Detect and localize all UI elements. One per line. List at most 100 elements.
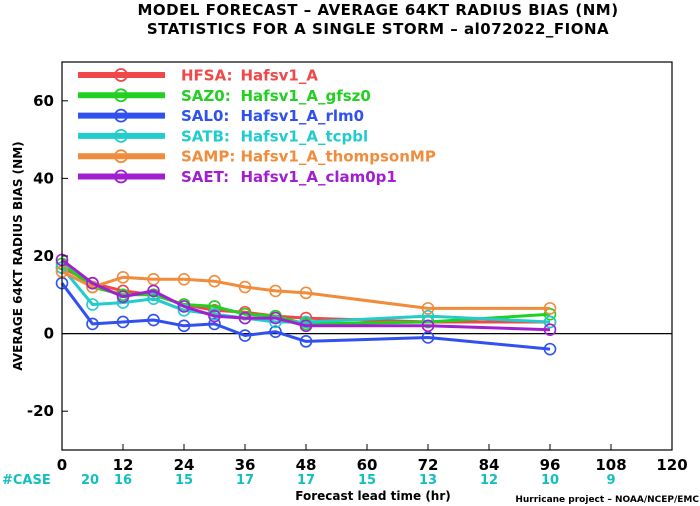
x-tick-label: 84 xyxy=(479,456,500,474)
legend-swatch-marker xyxy=(114,128,128,143)
y-tick-label: 40 xyxy=(33,169,54,187)
data-point xyxy=(299,286,313,300)
data-point xyxy=(208,317,221,331)
legend-swatch-marker xyxy=(114,68,128,82)
legend-name: SAZ0: xyxy=(181,87,231,105)
case-count: 17 xyxy=(297,473,315,488)
data-point xyxy=(269,325,282,338)
case-count: 20 xyxy=(81,473,99,488)
legend-swatch-marker xyxy=(114,108,128,123)
data-point xyxy=(208,300,221,313)
data-point xyxy=(543,315,557,329)
y-tick-label: 20 xyxy=(33,247,54,265)
data-point xyxy=(543,323,557,337)
series-Hafsv1_A_thompsonMP xyxy=(55,265,557,315)
x-tick-label: 96 xyxy=(540,456,561,474)
legend-entry: SAET: Hafsv1_A_clam0p1 xyxy=(78,168,397,186)
case-count: 15 xyxy=(175,473,193,488)
legend-entry: SAL0: Hafsv1_A_rlm0 xyxy=(78,107,364,125)
legend-name: SAL0: xyxy=(181,107,229,125)
legend-desc: Hafsv1_A_clam0p1 xyxy=(241,168,397,186)
data-point xyxy=(543,342,557,356)
legend-entry: SATB: Hafsv1_A_tcpbl xyxy=(78,127,368,145)
series-line xyxy=(60,282,551,351)
series-line xyxy=(60,266,551,324)
series-line xyxy=(61,270,550,310)
legend-desc: Hafsv1_A xyxy=(241,67,319,85)
series-Hafsv1_A_rlm0 xyxy=(55,276,557,356)
legend-name: SAET: xyxy=(181,168,229,186)
legend-desc: Hafsv1_A_rlm0 xyxy=(241,107,365,125)
legend-desc: Hafsv1_A_tcpbl xyxy=(241,127,369,145)
data-point xyxy=(86,276,99,290)
legend-entry: HFSA: Hafsv1_A xyxy=(78,67,318,85)
legend-swatch-marker xyxy=(114,149,128,164)
series-line xyxy=(61,258,551,332)
data-point xyxy=(177,300,191,313)
data-point xyxy=(299,335,313,348)
y-tick-label: 60 xyxy=(33,92,54,110)
case-count: 10 xyxy=(541,473,559,488)
legend-swatch-marker xyxy=(114,88,128,103)
legend-entry: SAMP: Hafsv1_A_thompsonMP xyxy=(78,148,436,166)
data-point xyxy=(421,319,435,333)
y-tick-label: -20 xyxy=(27,402,54,420)
case-count: 17 xyxy=(236,473,254,488)
x-tick-label: 36 xyxy=(235,456,256,474)
data-point xyxy=(299,319,313,333)
data-point xyxy=(147,284,160,298)
x-axis-label: Forecast lead time (hr) xyxy=(295,489,451,503)
series-Hafsv1_A_clam0p1 xyxy=(55,253,557,337)
y-axis-label: AVERAGE 64KT RADIUS BIAS (NM) xyxy=(11,141,25,370)
y-tick-label: 0 xyxy=(44,325,54,343)
data-point xyxy=(238,329,252,342)
data-point xyxy=(269,284,282,298)
x-tick-label: 48 xyxy=(296,456,317,474)
data-point xyxy=(147,292,160,305)
plot-frame xyxy=(61,61,673,451)
x-tick-label: 0 xyxy=(57,456,67,474)
data-point xyxy=(86,317,99,331)
case-count: 9 xyxy=(606,473,615,488)
data-point xyxy=(208,309,221,323)
data-point xyxy=(543,302,557,315)
legend-name: SATB: xyxy=(181,127,230,145)
data-point xyxy=(177,272,191,286)
legend-swatch-marker xyxy=(114,169,128,184)
case-count: 16 xyxy=(114,473,132,488)
plot-area xyxy=(55,253,672,356)
x-tick-label: 72 xyxy=(418,456,439,474)
x-tick-label: 60 xyxy=(357,456,378,474)
data-point xyxy=(421,302,435,315)
case-label: #CASE xyxy=(2,473,51,488)
data-point xyxy=(421,309,435,323)
credit-text: Hurricane project – NOAA/NCEP/EMC xyxy=(515,495,699,505)
legend-name: SAMP: xyxy=(181,148,235,166)
data-point xyxy=(116,271,130,284)
data-point xyxy=(116,315,130,329)
legend-name: HFSA: xyxy=(181,67,233,85)
chart-title: MODEL FORECAST – AVERAGE 64KT RADIUS BIA… xyxy=(137,1,618,19)
x-tick-label: 24 xyxy=(174,456,195,474)
legend-desc: Hafsv1_A_thompsonMP xyxy=(241,148,436,166)
x-tick-label: 120 xyxy=(656,456,687,474)
x-tick-label: 12 xyxy=(113,456,134,474)
data-point xyxy=(238,280,252,294)
x-tick-label: 108 xyxy=(595,456,626,474)
case-count: 13 xyxy=(419,473,437,488)
legend-desc: Hafsv1_A_gfsz0 xyxy=(241,87,371,105)
case-count: 15 xyxy=(358,473,376,488)
data-point xyxy=(208,274,221,288)
data-point xyxy=(238,311,252,325)
data-point xyxy=(177,319,191,333)
data-point xyxy=(238,307,252,321)
data-point xyxy=(86,298,99,311)
legend-entry: SAZ0: Hafsv1_A_gfsz0 xyxy=(78,87,371,105)
data-point xyxy=(147,313,160,327)
case-count: 12 xyxy=(480,473,498,488)
data-point xyxy=(299,315,313,329)
data-point xyxy=(116,290,130,304)
data-point xyxy=(269,311,282,325)
data-point xyxy=(269,315,282,329)
